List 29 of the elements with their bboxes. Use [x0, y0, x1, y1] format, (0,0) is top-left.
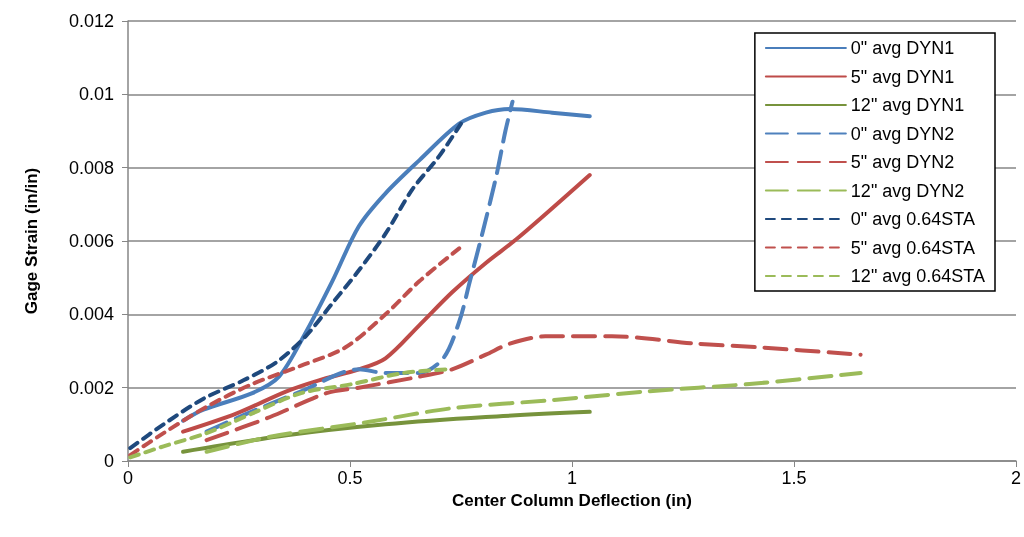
- line-series: [128, 367, 450, 460]
- line-series: [128, 121, 463, 451]
- legend-label: 5" avg DYN2: [850, 152, 955, 172]
- x-tick-label: 0: [122, 468, 134, 488]
- legend-label: 12" avg DYN2: [850, 180, 965, 201]
- y-tick-label: 0.012: [68, 11, 114, 31]
- x-tick-label: 1.5: [781, 468, 807, 488]
- line-series: [181, 173, 592, 434]
- line-series: [204, 334, 863, 443]
- x-axis-title: Center Column Deflection (in): [452, 490, 692, 510]
- x-tick-label: 2: [1010, 468, 1021, 488]
- y-tick-label: 0.004: [68, 304, 114, 325]
- legend-label: 12" avg 0.64STA: [850, 266, 985, 286]
- legend-label: 5" avg DYN1: [850, 66, 955, 87]
- legend-label: 0" avg DYN2: [850, 123, 955, 144]
- y-tick-label: 0.01: [78, 84, 114, 105]
- legend-label: 0" avg DYN1: [850, 38, 955, 58]
- y-tick-label: 0.006: [68, 231, 114, 251]
- y-tick-label: 0.002: [68, 377, 114, 398]
- x-tick-label: 1: [566, 468, 578, 488]
- y-tick-label: 0: [103, 451, 114, 471]
- legend-label: 0" avg 0.64STA: [850, 209, 975, 229]
- x-tick-label: 0.5: [337, 468, 363, 488]
- line-series: [204, 371, 863, 454]
- legend-label: 5" avg 0.64STA: [850, 237, 975, 258]
- line-series: [128, 246, 462, 458]
- y-tick-label: 0.008: [68, 157, 114, 178]
- y-axis-title: Gage Strain (in/in): [22, 167, 41, 315]
- legend-label: 12" avg DYN1: [850, 95, 965, 115]
